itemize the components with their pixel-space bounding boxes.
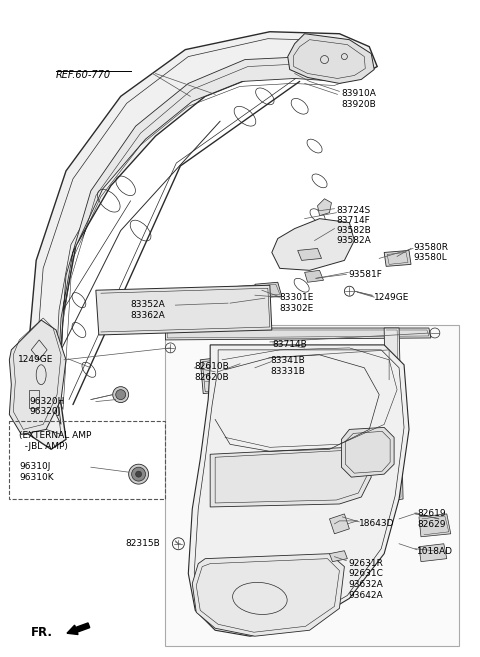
Polygon shape (419, 514, 451, 537)
Text: 1249GE: 1249GE (18, 355, 54, 364)
Text: 83910A
83920B: 83910A 83920B (341, 89, 376, 109)
Text: 92631R
92631C
93632A
93642A: 92631R 92631C 93632A 93642A (348, 558, 383, 600)
Circle shape (116, 390, 126, 399)
Polygon shape (419, 544, 447, 562)
Text: 1249GE: 1249GE (374, 293, 409, 302)
Polygon shape (272, 219, 354, 270)
Polygon shape (166, 328, 431, 340)
Polygon shape (56, 57, 351, 424)
Text: 1018AD: 1018AD (417, 547, 453, 556)
Circle shape (132, 467, 145, 481)
Polygon shape (166, 325, 459, 646)
Polygon shape (188, 345, 409, 636)
FancyArrow shape (67, 623, 90, 635)
Text: 82610B
82620B: 82610B 82620B (194, 362, 229, 382)
Text: 93582B
93582A: 93582B 93582A (336, 225, 371, 245)
Polygon shape (96, 285, 272, 335)
Polygon shape (384, 328, 403, 501)
Polygon shape (288, 34, 374, 83)
Text: 82619
82629: 82619 82629 (417, 509, 445, 529)
Polygon shape (298, 248, 322, 260)
Text: 18643D: 18643D (360, 519, 395, 528)
Polygon shape (305, 270, 324, 283)
Polygon shape (200, 356, 240, 394)
Text: 83301E
83302E: 83301E 83302E (280, 293, 314, 313)
Text: (EXTERNAL AMP
  -JBL AMP): (EXTERNAL AMP -JBL AMP) (19, 432, 92, 451)
Circle shape (129, 464, 148, 484)
Text: 83352A
83362A: 83352A 83362A (131, 300, 166, 320)
Polygon shape (255, 283, 282, 298)
Text: 93580R
93580L: 93580R 93580L (413, 242, 448, 262)
Text: 83341B
83331B: 83341B 83331B (271, 356, 306, 376)
Circle shape (136, 471, 142, 477)
Text: REF.60-770: REF.60-770 (56, 70, 111, 79)
Polygon shape (21, 32, 377, 449)
Text: 83724S
83714F: 83724S 83714F (336, 206, 371, 225)
Text: 93581F: 93581F (348, 270, 382, 279)
Polygon shape (101, 285, 270, 310)
Polygon shape (329, 514, 349, 533)
Circle shape (113, 387, 129, 403)
Polygon shape (9, 320, 66, 434)
Text: FR.: FR. (31, 626, 53, 639)
Text: 96310J
96310K: 96310J 96310K (19, 463, 54, 482)
Bar (9, 421, 166, 499)
Polygon shape (318, 199, 332, 215)
Polygon shape (341, 428, 394, 477)
Polygon shape (329, 551, 348, 562)
Polygon shape (192, 554, 344, 636)
Text: 82315B: 82315B (126, 539, 160, 548)
Polygon shape (210, 447, 371, 507)
Text: 96320H
96320J: 96320H 96320J (29, 397, 65, 417)
Text: 83714B: 83714B (273, 340, 308, 349)
Polygon shape (384, 250, 411, 266)
